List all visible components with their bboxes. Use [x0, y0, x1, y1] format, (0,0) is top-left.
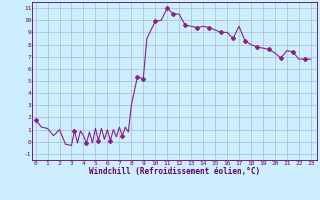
- X-axis label: Windchill (Refroidissement éolien,°C): Windchill (Refroidissement éolien,°C): [89, 167, 260, 176]
